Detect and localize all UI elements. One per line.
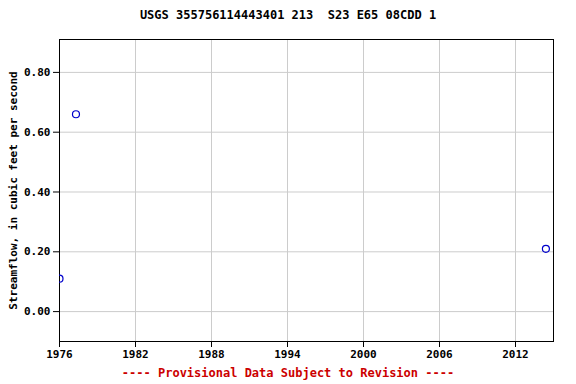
svg-text:0.00: 0.00 [24,305,51,318]
svg-text:0.40: 0.40 [24,186,51,199]
html-text:---- Provisional Data Subject: ---- Provisional Data Subject to Revisio… [121,366,455,380]
svg-text:0.60: 0.60 [24,126,51,139]
svg-text:1982: 1982 [122,348,149,361]
svg-text:1976: 1976 [46,348,73,361]
svg-text:1988: 1988 [198,348,225,361]
svg-text:Streamflow, in cubic feet per: Streamflow, in cubic feet per second [7,71,20,309]
html-text:USGS 355756114443401 213 S23 E: USGS 355756114443401 213 S23 E65 08CDD 1 [139,8,437,22]
svg-text:0.80: 0.80 [24,66,51,79]
svg-text:0.20: 0.20 [24,245,51,258]
svg-text:1994: 1994 [274,348,301,361]
svg-text:2012: 2012 [502,348,529,361]
svg-text:2000: 2000 [350,348,377,361]
svg-text:2006: 2006 [426,348,453,361]
